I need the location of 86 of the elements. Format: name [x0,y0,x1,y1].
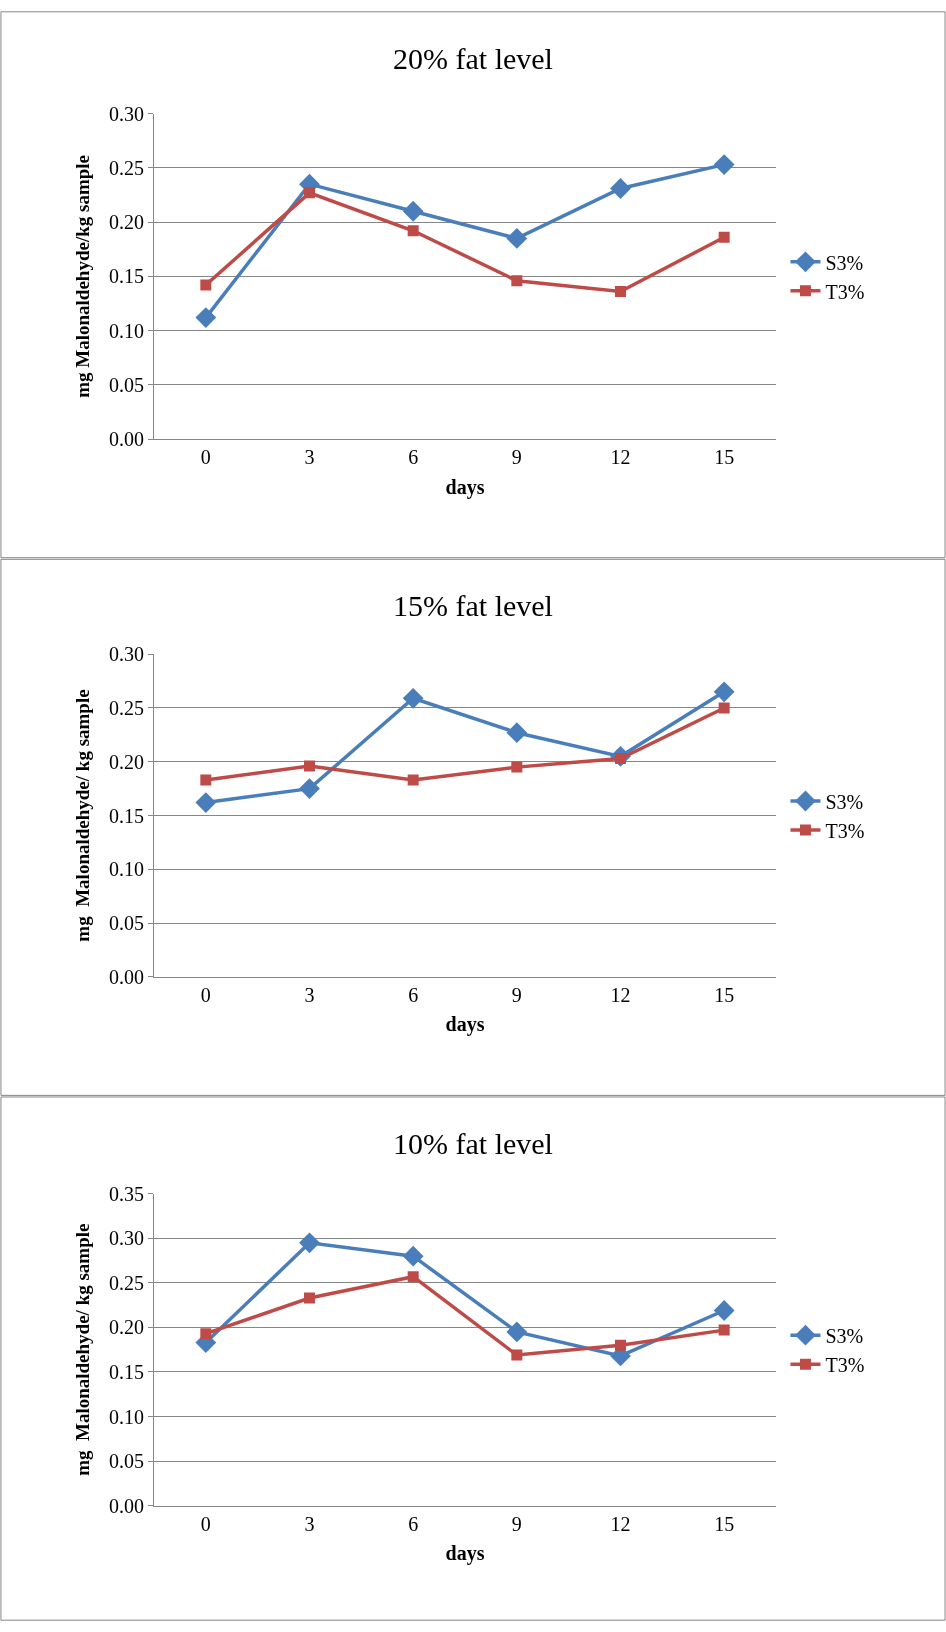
point [718,702,730,714]
x-tick-label: 15 [714,446,735,469]
y-tick-label: 0.20 [109,750,144,773]
point [407,1271,419,1283]
y-tick-label: 0.00 [109,1494,144,1517]
x-axis-title: days [445,1013,485,1037]
point [511,275,523,287]
y-tick-label: 0.30 [109,643,144,666]
point [718,1324,730,1336]
point [511,761,523,773]
x-tick-label: 9 [511,446,522,469]
legend-label: S3% [825,251,864,274]
point [713,681,735,703]
y-tick-label: 0.25 [109,156,144,179]
point [402,687,424,709]
x-tick-label: 9 [511,983,522,1006]
point [407,774,419,786]
x-tick-label: 0 [200,446,211,469]
x-tick-label: 6 [408,983,419,1006]
point [304,760,315,772]
y-tick-label: 0.30 [109,102,144,125]
point [195,307,217,329]
x-tick-label: 9 [511,1512,522,1535]
legend-label: S3% [825,790,864,813]
y-axis-title: mg Malonaldehyde/ kg sample [71,1223,93,1476]
legend-label: T3% [825,1354,865,1377]
chart-title: 15% fat level [393,589,553,622]
point [713,154,735,175]
y-tick-label: 0.00 [109,965,144,988]
y-tick-label: 0.00 [109,428,144,451]
point [299,778,320,800]
x-tick-label: 0 [200,983,211,1006]
point [299,1232,320,1254]
y-axis-title: mg Malonaldehyde/ kg sample [71,689,93,942]
x-axis-title: days [445,475,485,499]
legend-label: S3% [825,1325,864,1348]
point [506,1321,528,1343]
point [407,225,419,237]
point [506,227,528,249]
point [718,231,730,243]
y-tick-label: 0.20 [109,1316,144,1339]
x-tick-label: 6 [408,446,419,469]
y-tick-label: 0.25 [109,1271,144,1294]
x-tick-label: 6 [408,1512,419,1535]
y-tick-label: 0.15 [109,265,144,288]
y-tick-label: 0.10 [109,319,144,342]
point [615,286,626,298]
y-tick-label: 0.30 [109,1227,144,1250]
legend-label: T3% [825,280,865,303]
point [195,792,217,813]
y-tick-label: 0.15 [109,804,144,827]
point [200,279,212,291]
y-tick-label: 0.10 [109,1405,144,1428]
point [304,1292,315,1304]
point [506,722,528,744]
x-tick-label: 3 [304,1512,315,1535]
y-tick-label: 0.25 [109,696,144,719]
x-tick-label: 15 [714,983,735,1006]
point [511,1349,523,1361]
x-tick-label: 0 [200,1512,211,1535]
x-tick-label: 12 [610,1512,631,1535]
x-tick-label: 3 [304,446,315,469]
point [402,1245,424,1267]
legend-label: T3% [825,819,865,842]
x-tick-label: 3 [304,983,315,1006]
x-tick-label: 15 [714,1512,735,1535]
y-tick-label: 0.10 [109,858,144,881]
x-tick-label: 12 [610,446,631,469]
point [304,187,315,199]
point [713,1300,735,1321]
y-tick-label: 0.05 [109,373,144,396]
y-tick-label: 0.05 [109,912,144,935]
point [402,200,424,222]
point [200,1328,212,1340]
x-tick-label: 12 [610,983,631,1006]
point [200,774,212,786]
y-tick-label: 0.15 [109,1360,144,1383]
chart-title: 20% fat level [393,42,553,75]
point [610,178,631,199]
chart-title: 10% fat level [393,1127,553,1160]
x-axis-title: days [445,1542,485,1566]
y-axis-title: mg Malonaldehyde/kg sample [71,154,93,398]
point [615,1339,626,1351]
y-tick-label: 0.05 [109,1450,144,1473]
y-tick-label: 0.35 [109,1182,144,1205]
y-tick-label: 0.20 [109,211,144,234]
